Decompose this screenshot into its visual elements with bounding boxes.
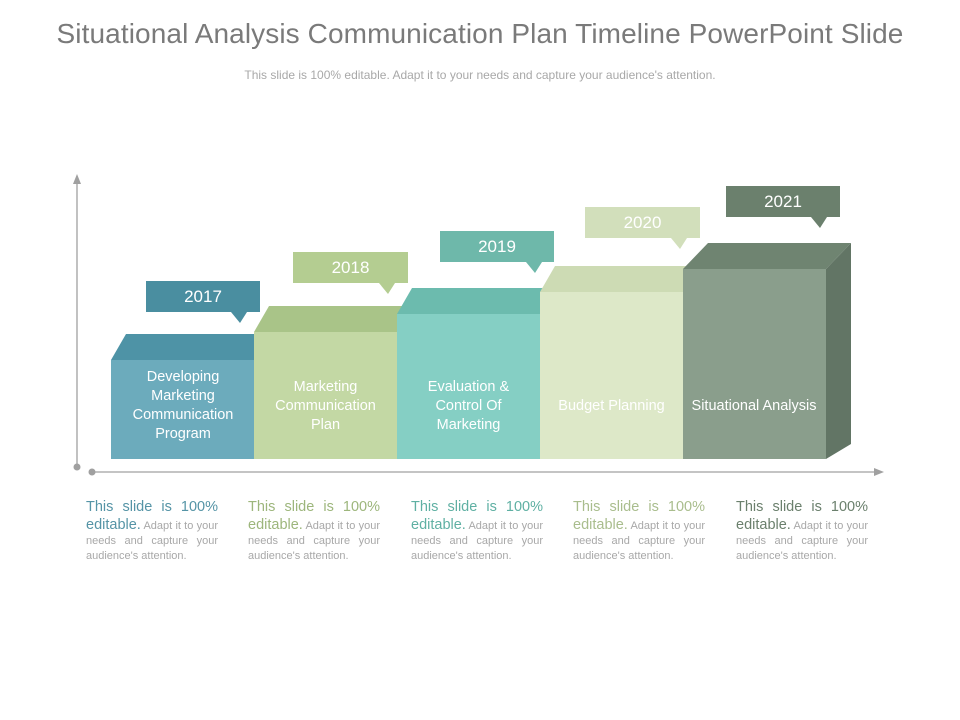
description-body: Adapt it to your needs and capture your … bbox=[736, 520, 868, 562]
step-description: This slide is 100% editable. Adapt it to… bbox=[248, 498, 380, 563]
x-axis-arrow bbox=[874, 468, 884, 476]
year-callout-2019 bbox=[440, 231, 554, 273]
callout-box bbox=[440, 231, 554, 262]
callout-pointer bbox=[231, 312, 247, 323]
step-label: Developing Marketing Communication Progr… bbox=[132, 369, 234, 442]
step-description: This slide is 100% editable. Adapt it to… bbox=[411, 498, 543, 563]
description-body: Adapt it to your needs and capture your … bbox=[573, 520, 705, 562]
step-description: This slide is 100% editable. Adapt it to… bbox=[86, 498, 218, 563]
callout-box bbox=[146, 281, 260, 312]
block-top-face bbox=[397, 288, 555, 314]
callout-box bbox=[585, 207, 700, 238]
y-axis-origin-dot bbox=[73, 463, 81, 471]
axes bbox=[73, 174, 884, 476]
year-label: 2018 bbox=[331, 257, 370, 277]
description-body: Adapt it to your needs and capture your … bbox=[248, 520, 380, 562]
year-callout-2018 bbox=[293, 252, 408, 294]
block-front-face bbox=[397, 314, 540, 459]
block-front-face bbox=[111, 360, 254, 459]
step-block-2020 bbox=[540, 207, 700, 459]
slide-title: Situational Analysis Communication Plan … bbox=[56, 18, 904, 49]
description-body: Adapt it to your needs and capture your … bbox=[86, 520, 218, 562]
year-callout-2020 bbox=[585, 207, 700, 249]
block-top-face bbox=[540, 266, 698, 292]
step-block-2021 bbox=[683, 186, 851, 459]
step-label: Marketing Communication Plan bbox=[275, 378, 376, 433]
step-block-2018 bbox=[254, 252, 412, 459]
step-block-2017 bbox=[111, 281, 269, 459]
year-callout-2017 bbox=[146, 281, 260, 323]
description-lead: This slide is 100% editable. bbox=[573, 499, 705, 533]
step-label: Evaluation & Control Of Marketing bbox=[427, 378, 510, 433]
step-block-2019 bbox=[397, 231, 555, 459]
year-label: 2021 bbox=[764, 191, 802, 211]
callout-pointer bbox=[811, 217, 827, 228]
block-front-face bbox=[540, 292, 683, 459]
year-label: 2020 bbox=[623, 212, 662, 232]
description-lead: This slide is 100% editable. bbox=[411, 499, 543, 533]
step-description: This slide is 100% editable. Adapt it to… bbox=[736, 498, 868, 563]
slide-subtitle: This slide is 100% editable. Adapt it to… bbox=[244, 68, 716, 82]
step-label: Budget Planning bbox=[558, 397, 665, 414]
x-axis-origin-dot bbox=[88, 468, 96, 476]
description-lead: This slide is 100% editable. bbox=[86, 499, 218, 533]
callout-box bbox=[293, 252, 408, 283]
year-label: 2019 bbox=[478, 236, 516, 256]
callout-pointer bbox=[526, 262, 542, 273]
block-top-face bbox=[683, 243, 851, 269]
step-label: Situational Analysis bbox=[691, 397, 817, 414]
block-front-face bbox=[254, 332, 397, 459]
y-axis-arrow bbox=[73, 174, 81, 184]
year-callout-2021 bbox=[726, 186, 840, 228]
block-top-face bbox=[111, 334, 269, 360]
year-label: 2017 bbox=[184, 286, 222, 306]
block-top-face bbox=[254, 306, 412, 332]
callout-box bbox=[726, 186, 840, 217]
step-blocks bbox=[111, 186, 851, 459]
step-description: This slide is 100% editable. Adapt it to… bbox=[573, 498, 705, 563]
callout-pointer bbox=[671, 238, 687, 249]
block-side-face bbox=[826, 243, 851, 459]
description-body: Adapt it to your needs and capture your … bbox=[411, 520, 543, 562]
description-lead: This slide is 100% editable. bbox=[248, 499, 380, 533]
callout-pointer bbox=[379, 283, 395, 294]
description-lead: This slide is 100% editable. bbox=[736, 499, 868, 533]
block-front-face bbox=[683, 269, 826, 459]
